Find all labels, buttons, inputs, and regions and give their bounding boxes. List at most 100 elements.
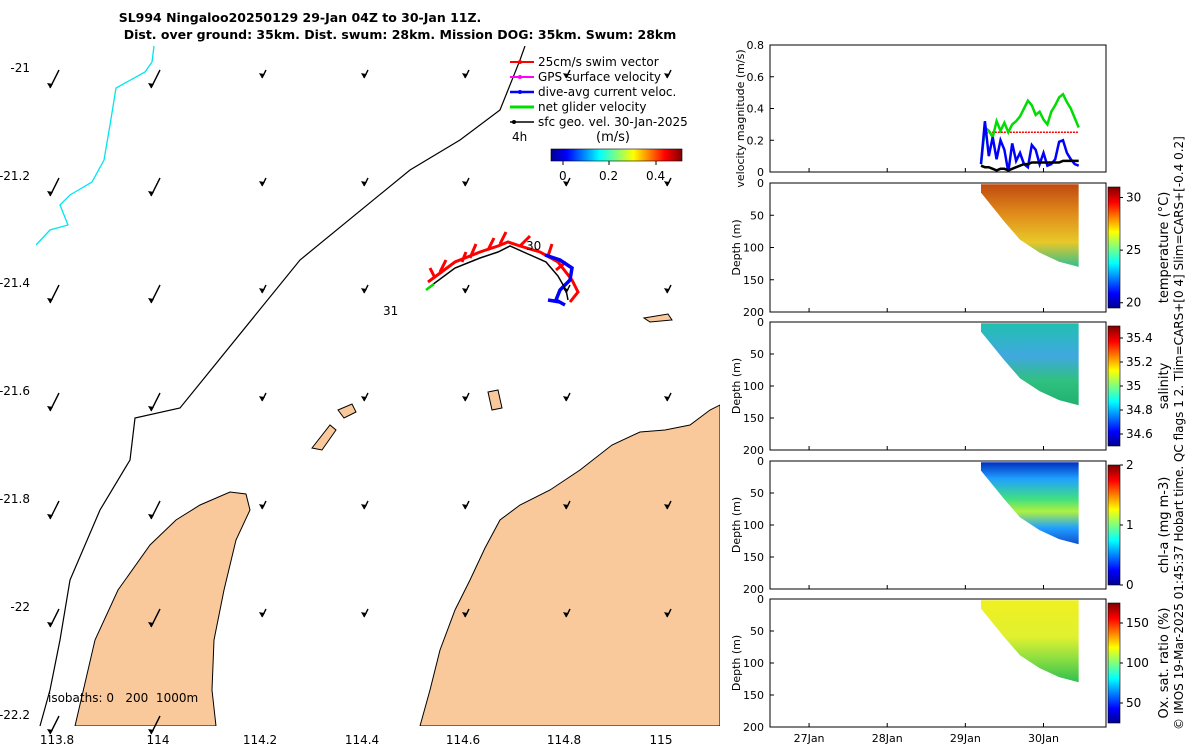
legend-net-glider: net glider velocity [538, 100, 646, 114]
map-y-tick-label: -21.6 [0, 384, 30, 398]
glider-track: 30 31 [383, 231, 580, 318]
colorbar-tick: 2 [1126, 458, 1134, 472]
velocity-ylabel: velocity magnitude (m/s) [734, 49, 747, 187]
map-y-tick-label: -21.2 [0, 169, 30, 183]
colorbar-tick: 20 [1126, 296, 1141, 310]
footer-credit: © IMOS 19-Mar-2025 01:45:37 Hobart time.… [1172, 136, 1186, 730]
island-1 [311, 424, 337, 451]
arrow-head [562, 181, 569, 187]
map-x-tick-label: 113.8 [40, 733, 74, 747]
colorbar-tick: 35.2 [1126, 355, 1153, 369]
depth-tick: 200 [743, 306, 764, 319]
colorbar-tick-02: 0.2 [599, 169, 618, 183]
colorbar-tick: 0 [1126, 578, 1134, 592]
depth-tick: 200 [743, 721, 764, 734]
velocity-series-dive-avg-current [979, 121, 1080, 173]
map-y-tick-label: -21 [10, 61, 30, 75]
time-tick-label: 30Jan [1028, 732, 1059, 745]
arrow-head [148, 191, 154, 196]
arrow-head [258, 73, 265, 79]
figure-title-line2: Dist. over ground: 35km. Dist. swum: 28k… [123, 27, 677, 42]
velocity-series-net-glider-velocity [979, 92, 1080, 165]
colorbar-tick: 34.8 [1126, 403, 1153, 417]
arrow-head [663, 612, 670, 618]
colorbar-tick: 30 [1126, 191, 1141, 205]
map-x-tick-label: 114 [147, 733, 170, 747]
colorbar-label: salinity [1157, 362, 1172, 409]
arrow-head [663, 73, 670, 79]
arrow-head [258, 396, 265, 402]
map-y-ticks: -21 -21.2 -21.4 -21.6 -21.8 -22 -22.2 [0, 61, 30, 722]
velocity-axes [769, 44, 1107, 173]
day-label-31: 31 [383, 304, 398, 318]
depth-tick: 50 [750, 487, 764, 500]
colorbar-label: temperature (°C) [1157, 192, 1172, 304]
depth-tick: 50 [750, 625, 764, 638]
figure-title-line1: SL994 Ningaloo20250129 29-Jan 04Z to 30-… [118, 10, 482, 25]
arrow-head [47, 406, 53, 411]
arrow-head [360, 73, 367, 79]
arrow-head [47, 514, 53, 519]
colorbar-tick-0: 0 [559, 169, 567, 183]
arrow-head [562, 504, 569, 510]
arrow-head [562, 396, 569, 402]
legend-dive-avg: dive-avg current veloc. [538, 85, 676, 99]
arrow-head [663, 288, 670, 294]
velocity-y-tick: 0.4 [747, 103, 765, 116]
map-x-tick-label: 114.2 [243, 733, 277, 747]
velocity-series-sfc-geo-vel- [980, 159, 1079, 172]
colorbar-tick: 35.4 [1126, 331, 1153, 345]
colorbar-label: chl-a (mg m-3) [1157, 477, 1172, 574]
isobaths-label: isobaths: 0 200 1000m [48, 691, 198, 705]
legend-swim-vector: 25cm/s swim vector [538, 55, 659, 69]
time-label: 4h [512, 130, 527, 144]
map-y-tick-label: -21.8 [0, 492, 30, 506]
arrow-head [258, 504, 265, 510]
map-x-tick-label: 114.8 [547, 733, 581, 747]
colorbar-tick: 100 [1126, 656, 1149, 670]
profile-colorbar [1107, 325, 1121, 447]
depth-ylabel: Depth (m) [730, 358, 743, 414]
arrow-head [461, 288, 468, 294]
isobath-200m [39, 46, 526, 726]
arrow-head [148, 514, 154, 519]
arrow-head [148, 406, 154, 411]
day-label-30: 30 [526, 239, 541, 253]
arrow-head [461, 181, 468, 187]
arrow-head [47, 298, 53, 303]
map-x-tick-label: 114.4 [345, 733, 379, 747]
arrow-head [258, 181, 265, 187]
velocity-y-tick: 0 [757, 166, 764, 179]
colorbar-tick: 35 [1126, 379, 1141, 393]
arrow-head [148, 729, 154, 734]
arrow-head [360, 504, 367, 510]
depth-ylabel: Depth (m) [730, 219, 743, 275]
arrow-head [47, 83, 53, 88]
arrow-head [258, 612, 265, 618]
arrow-head [663, 181, 670, 187]
arrow-head [47, 191, 53, 196]
colorbar-tick: 1 [1126, 518, 1134, 532]
arrow-head [461, 73, 468, 79]
arrow-head [461, 396, 468, 402]
map-panel: 30 31 113.8 114 114.2 114.4 114.6 114.8 115 -2… [0, 46, 720, 747]
map-y-tick-label: -22.2 [0, 708, 30, 722]
depth-tick: 100 [743, 242, 764, 255]
depth-tick: 0 [757, 177, 764, 190]
map-x-tick-label: 114.6 [446, 733, 480, 747]
colorbar-label: Ox. sat. ratio (%) [1157, 608, 1172, 719]
arrow-head [258, 288, 265, 294]
colorbar-tick: 150 [1126, 616, 1149, 630]
map-x-ticks: 113.8 114 114.2 114.4 114.6 114.8 115 [40, 733, 673, 747]
isobath-1000m-cyan [36, 46, 155, 246]
arrow-head [461, 504, 468, 510]
arrow-head [360, 612, 367, 618]
map-y-tick-label: -22 [10, 600, 30, 614]
velocity-series-swim-vector [980, 131, 1079, 160]
depth-tick: 150 [743, 412, 764, 425]
depth-tick: 150 [743, 689, 764, 702]
arrow-head [148, 622, 154, 627]
arrow-head [360, 181, 367, 187]
